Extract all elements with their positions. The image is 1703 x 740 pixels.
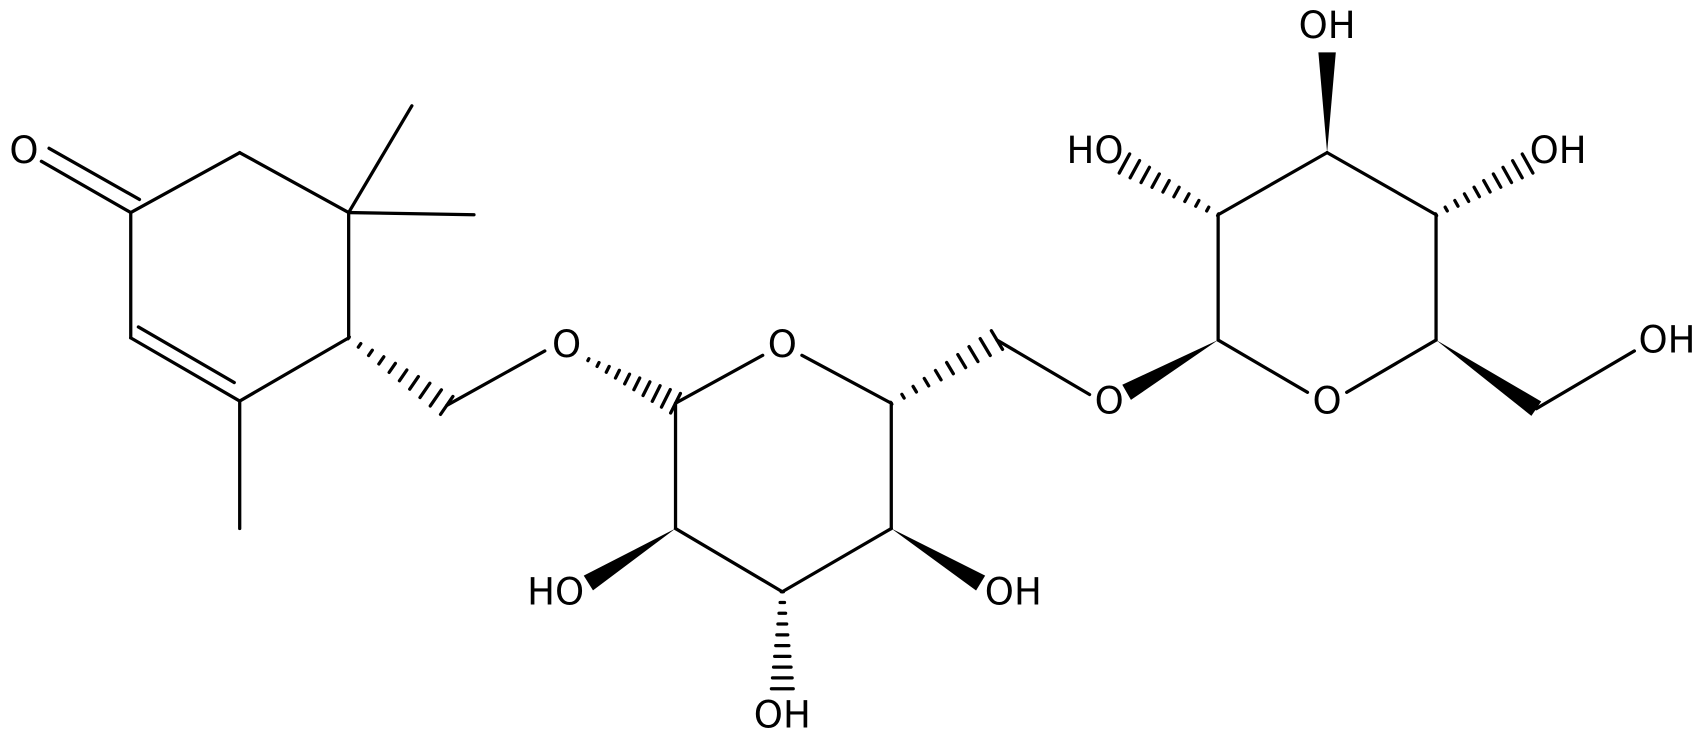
- atom-label: O: [1313, 380, 1342, 423]
- hash-bond: [623, 372, 632, 386]
- bond: [673, 353, 765, 405]
- bond: [673, 526, 784, 594]
- hash-bond: [1183, 192, 1191, 204]
- hash-bond: [1501, 165, 1514, 185]
- hash-bond: [889, 400, 894, 406]
- bond: [47, 146, 142, 202]
- hash-bond: [408, 374, 420, 391]
- hash-bond: [1472, 185, 1482, 199]
- bond: [780, 526, 893, 594]
- bond: [347, 210, 476, 217]
- hash-bond: [1520, 152, 1535, 175]
- hash-bond: [1117, 152, 1132, 175]
- hash-bond: [641, 380, 652, 398]
- hash-bond: [356, 341, 363, 349]
- hash-bond: [1453, 198, 1460, 208]
- bond: [136, 325, 236, 385]
- hash-bond: [1491, 172, 1503, 189]
- atom-label: O: [9, 129, 38, 172]
- wedge-bond: [1122, 340, 1219, 400]
- hash-bond: [900, 392, 906, 400]
- hash-bond: [397, 368, 409, 383]
- hash-bond: [613, 368, 622, 380]
- hash-bond: [1462, 192, 1471, 204]
- atom-label: OH: [985, 570, 1042, 613]
- hash-bond: [1205, 205, 1211, 213]
- hash-bond: [1150, 172, 1161, 189]
- hash-bond: [366, 348, 374, 358]
- bond: [1325, 150, 1438, 217]
- atom-label: O: [768, 323, 797, 366]
- hash-bond: [659, 387, 672, 409]
- wedge-bond: [583, 528, 676, 591]
- bond: [39, 159, 133, 215]
- hash-bond: [346, 335, 351, 341]
- bond: [129, 336, 242, 403]
- hash-bond: [1215, 212, 1221, 218]
- atom-label: OH: [1530, 129, 1587, 172]
- hash-bond: [1482, 178, 1492, 194]
- hash-bond: [911, 384, 919, 394]
- atom-label: OH: [1299, 4, 1356, 47]
- hash-bond: [1139, 165, 1152, 185]
- hash-bond: [586, 357, 591, 363]
- bond: [1216, 150, 1329, 217]
- wedge-bond: [1318, 52, 1336, 153]
- hash-bond: [604, 364, 611, 374]
- hash-bond: [595, 360, 601, 369]
- hash-bond: [387, 361, 397, 375]
- atom-label: HO: [1067, 129, 1124, 172]
- hash-bond: [944, 360, 955, 376]
- atom-label: OH: [1639, 319, 1696, 362]
- hash-bond: [377, 355, 386, 366]
- bond: [238, 150, 351, 215]
- hash-bond: [933, 368, 943, 382]
- hash-bond: [1194, 198, 1201, 208]
- hash-bond: [418, 381, 432, 400]
- hash-bond: [1443, 205, 1449, 213]
- hash-bond: [632, 376, 642, 392]
- hash-bond: [978, 337, 992, 358]
- bond: [1216, 338, 1310, 394]
- hash-bond: [1510, 159, 1524, 180]
- bond: [800, 353, 893, 405]
- hash-bond: [1172, 185, 1181, 199]
- bond: [238, 336, 351, 403]
- hash-bond: [1433, 212, 1439, 218]
- bond: [445, 349, 547, 408]
- bond: [129, 150, 242, 215]
- atom-label: O: [1095, 380, 1124, 423]
- hash-bond: [922, 376, 931, 388]
- hash-bond: [428, 388, 444, 408]
- wedge-bond: [1436, 340, 1542, 416]
- hash-bond: [1128, 158, 1142, 180]
- hash-bond: [650, 384, 662, 403]
- bond: [347, 104, 414, 215]
- hash-bond: [1161, 178, 1171, 194]
- bond: [1534, 349, 1636, 411]
- wedge-bond: [891, 528, 986, 591]
- atom-label: HO: [527, 570, 584, 613]
- bond: [1345, 338, 1438, 394]
- hash-bond: [967, 344, 980, 364]
- atom-label: O: [552, 323, 581, 366]
- atom-label: OH: [754, 694, 811, 737]
- bond: [995, 338, 1092, 397]
- hash-bond: [956, 352, 968, 370]
